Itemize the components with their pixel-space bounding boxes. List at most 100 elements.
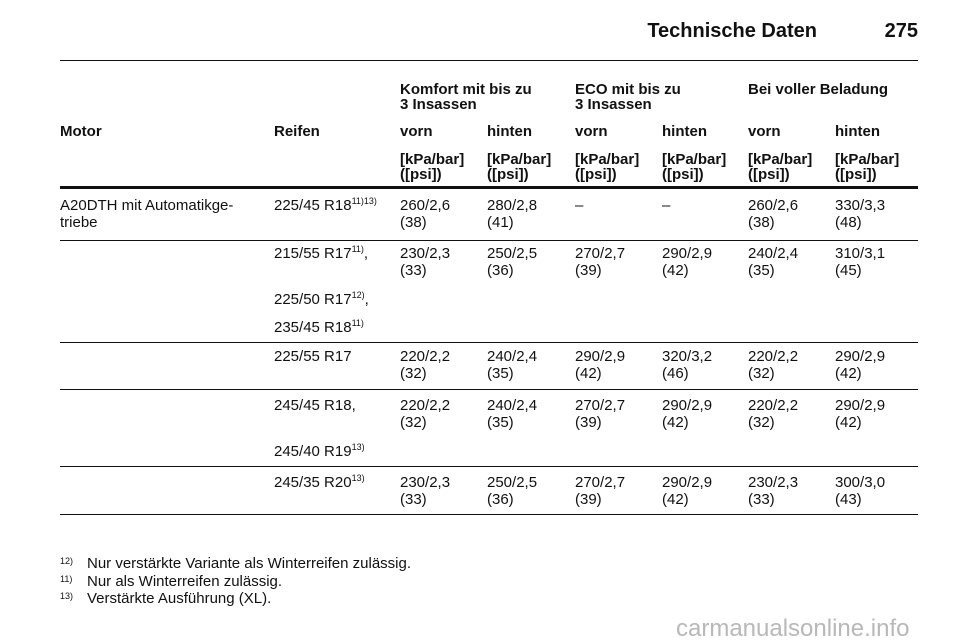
footnote-ref: 11)	[351, 244, 364, 254]
page-number: 275	[884, 20, 918, 42]
pressure-value: (32)	[748, 365, 775, 382]
row-rule	[60, 389, 918, 390]
pressure-value: (32)	[748, 414, 775, 431]
pressure-value: 330/3,3	[835, 197, 886, 214]
pressure-value: 260/2,6	[748, 197, 799, 214]
footnote-ref: 13)	[351, 442, 365, 452]
footnote-ref: 11)	[351, 318, 364, 328]
unit-label: ([psi])	[487, 166, 529, 183]
pressure-value: (41)	[487, 214, 514, 231]
tire-size: 235/45 R1811)	[274, 318, 364, 336]
pressure-value: 230/2,3	[400, 245, 451, 262]
tire-size-text: 225/45 R18	[274, 197, 352, 214]
pressure-value: 290/2,9	[575, 348, 626, 365]
tire-size: 215/55 R1711),	[274, 244, 369, 262]
unit-label: [kPa/bar]	[662, 151, 727, 168]
pressure-value: 220/2,2	[400, 397, 451, 414]
tire-size: 225/50 R1712),	[274, 291, 369, 308]
footnote-ref: 11)13)	[351, 196, 377, 206]
column-header: vorn	[400, 123, 433, 140]
row-rule	[60, 342, 918, 343]
pressure-value: 230/2,3	[748, 474, 799, 491]
column-header: hinten	[835, 123, 880, 140]
unit-label: ([psi])	[748, 166, 790, 183]
pressure-value: 240/2,4	[748, 245, 799, 262]
row-rule	[60, 514, 918, 515]
unit-label: ([psi])	[662, 166, 704, 183]
pressure-value: 230/2,3	[400, 474, 451, 491]
pressure-value: 220/2,2	[748, 348, 799, 365]
pressure-value: (42)	[662, 414, 689, 431]
footnote-mark: 13)	[60, 591, 74, 601]
footnote-text: Nur verstärkte Variante als Winterreifen…	[87, 555, 412, 572]
pressure-value: 270/2,7	[575, 397, 626, 414]
pressure-value: (42)	[835, 414, 862, 431]
pressure-value: (38)	[748, 214, 775, 231]
column-header: vorn	[748, 123, 781, 140]
pressure-value: (36)	[487, 262, 514, 279]
column-header: vorn	[575, 123, 608, 140]
group-header: 3 Insassen	[400, 96, 477, 113]
pressure-value: 300/3,0	[835, 474, 886, 491]
tire-suffix: ,	[363, 245, 369, 262]
unit-label: ([psi])	[835, 166, 877, 183]
pressure-value: (32)	[400, 414, 427, 431]
pressure-value: (46)	[662, 365, 689, 382]
tire-size: 245/45 R18,	[274, 398, 356, 414]
pressure-value: 290/2,9	[662, 474, 713, 491]
pressure-value: (39)	[575, 491, 602, 508]
pressure-value: 290/2,9	[662, 397, 713, 414]
pressure-value: 240/2,4	[487, 397, 538, 414]
pressure-value: 250/2,5	[487, 474, 538, 491]
pressure-value: 220/2,2	[400, 348, 451, 365]
tire-size: 245/40 R1913)	[274, 442, 365, 460]
tire-size-text: 245/45 R18,	[274, 397, 356, 414]
tire-size: 225/55 R17	[274, 349, 352, 365]
column-header: Motor	[60, 123, 102, 140]
pressure-value: 290/2,9	[662, 245, 713, 262]
header-title: Technische Daten	[647, 20, 817, 42]
motor: A20DTH mit Automatikge-	[60, 197, 234, 214]
pressure-value: (32)	[400, 365, 427, 382]
pressure-value: 250/2,5	[487, 245, 538, 262]
unit-label: ([psi])	[575, 166, 617, 183]
pressure-value: 290/2,9	[835, 397, 886, 414]
column-header: Reifen	[274, 123, 320, 140]
pressure-value: (45)	[835, 262, 862, 279]
tire-size-text: 225/50 R17	[274, 291, 352, 308]
watermark: carmanualsonline.info	[676, 615, 910, 642]
tire-size-text: 245/40 R19	[274, 443, 352, 460]
tire-size-text: 215/55 R17	[274, 245, 352, 262]
pressure-value: (42)	[662, 262, 689, 279]
pressure-value: (35)	[748, 262, 775, 279]
pressure-value: –	[575, 197, 584, 214]
pressure-value: (39)	[575, 414, 602, 431]
pressure-value: (33)	[400, 262, 427, 279]
tire-size-text: 225/55 R17	[274, 348, 352, 365]
footnote-text: Nur als Winterreifen zulässig.	[87, 572, 283, 590]
pressure-value: (42)	[575, 365, 602, 382]
pressure-value: (48)	[835, 214, 862, 231]
pressure-value: 220/2,2	[748, 397, 799, 414]
pressure-value: 270/2,7	[575, 474, 626, 491]
unit-label: [kPa/bar]	[487, 151, 552, 168]
pressure-value: (36)	[487, 491, 514, 508]
tire-size: 225/45 R1811)13)	[274, 196, 377, 214]
pressure-value: (35)	[487, 414, 514, 431]
table-head-rule	[60, 186, 918, 189]
pressure-value: 280/2,8	[487, 197, 538, 214]
pressure-value: 290/2,9	[835, 348, 886, 365]
column-header: hinten	[487, 123, 532, 140]
header-rule	[60, 60, 918, 61]
pressure-value: (35)	[487, 365, 514, 382]
pressure-value: 310/3,1	[835, 245, 886, 262]
footnote-mark: 11)	[60, 573, 73, 584]
tire-suffix: ,	[364, 291, 369, 308]
pressure-value: 260/2,6	[400, 197, 451, 214]
tire-size: 245/35 R2013)	[274, 474, 365, 491]
pressure-value: (38)	[400, 214, 427, 231]
motor: triebe	[60, 214, 98, 231]
pressure-value: (43)	[835, 491, 862, 508]
tire-size-text: 235/45 R18	[274, 319, 352, 336]
